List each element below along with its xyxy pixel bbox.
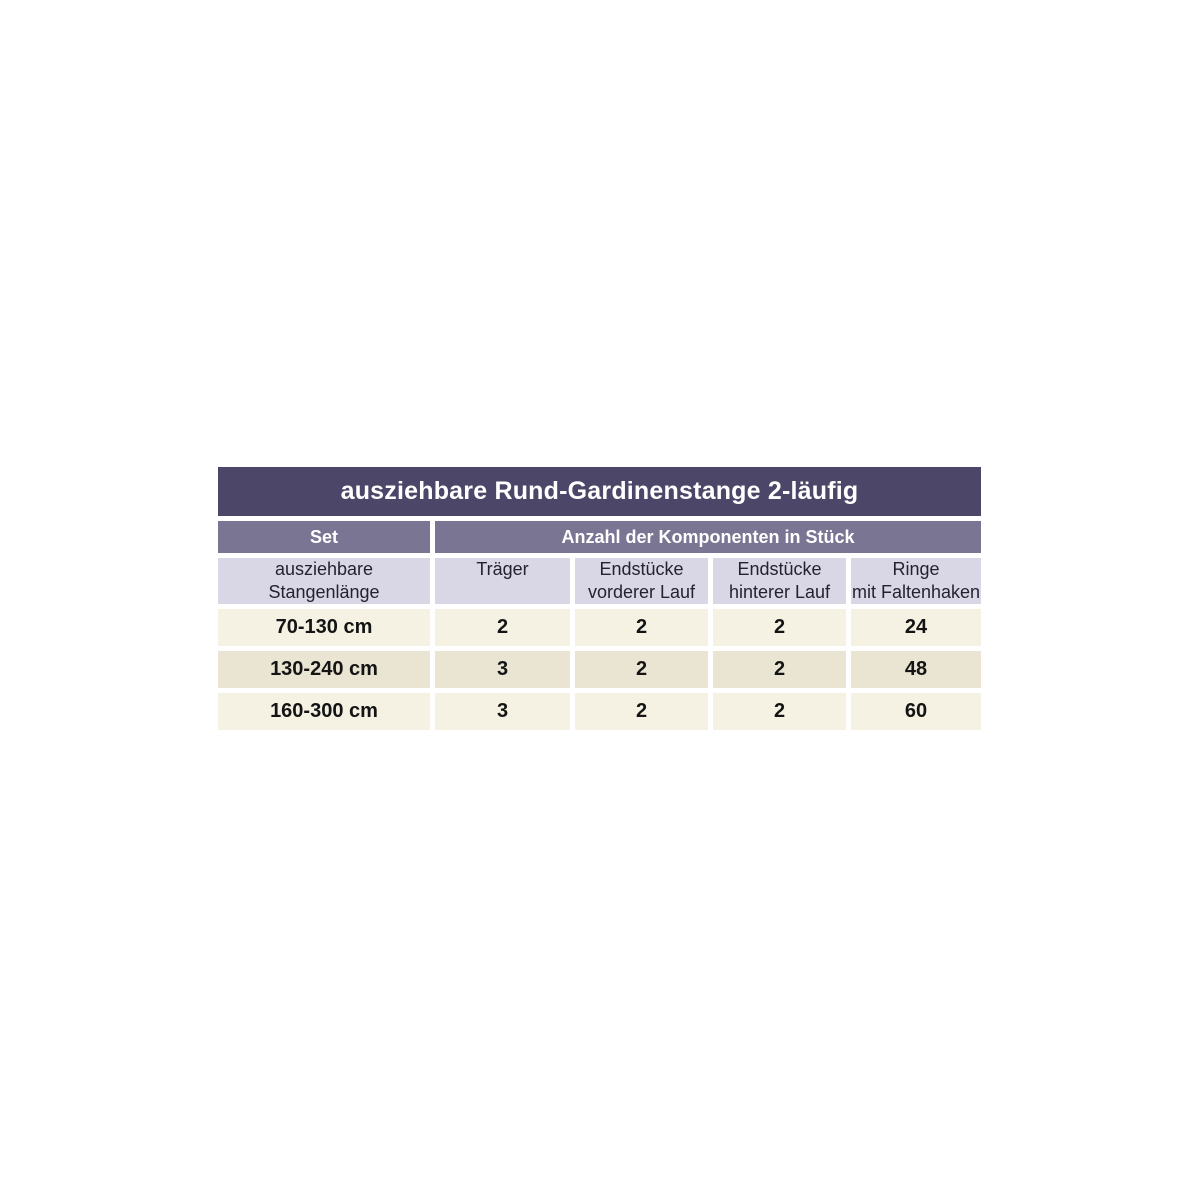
row-endstuecke-hinterer-cell: 2 [713, 651, 846, 688]
row-endstuecke-vorderer-cell: 2 [575, 609, 708, 646]
column-header-line: Ringe [892, 559, 940, 579]
row-traeger-cell: 3 [435, 693, 570, 730]
column-header-line: mit Faltenhaken [851, 582, 981, 602]
column-header-traeger: Träger [435, 558, 570, 604]
row-traeger-cell: 3 [435, 651, 570, 688]
row-ringe-cell: 48 [851, 651, 981, 688]
column-header-endstuecke-vorderer: Endstücke vorderer Lauf [575, 558, 708, 604]
column-header-ringe: Ringe mit Faltenhaken [851, 558, 981, 604]
column-header-line: vorderer Lauf [587, 582, 696, 602]
curtain-rod-spec-table: ausziehbare Rund-Gardinenstange 2-läufig… [218, 467, 981, 730]
row-ringe-cell: 24 [851, 609, 981, 646]
group-header-components: Anzahl der Komponenten in Stück [435, 521, 981, 553]
column-header-endstuecke-hinterer: Endstücke hinterer Lauf [713, 558, 846, 604]
row-traeger-cell: 2 [435, 609, 570, 646]
row-endstuecke-hinterer-cell: 2 [713, 693, 846, 730]
row-endstuecke-hinterer-cell: 2 [713, 609, 846, 646]
column-header-line: Träger [476, 559, 529, 579]
column-header-line: Endstücke [737, 559, 822, 579]
group-header-set: Set [218, 521, 430, 553]
column-header-line: Endstücke [599, 559, 684, 579]
row-length-cell: 160-300 cm [218, 693, 430, 730]
column-header-line: hinterer Lauf [728, 582, 831, 602]
row-endstuecke-vorderer-cell: 2 [575, 693, 708, 730]
table-title: ausziehbare Rund-Gardinenstange 2-läufig [218, 467, 981, 516]
column-header-stangenlaenge: ausziehbare Stangenlänge [218, 558, 430, 604]
row-endstuecke-vorderer-cell: 2 [575, 651, 708, 688]
row-length-cell: 70-130 cm [218, 609, 430, 646]
column-header-line: Stangenlänge [268, 582, 380, 602]
row-ringe-cell: 60 [851, 693, 981, 730]
row-length-cell: 130-240 cm [218, 651, 430, 688]
column-header-line: ausziehbare [274, 559, 374, 579]
